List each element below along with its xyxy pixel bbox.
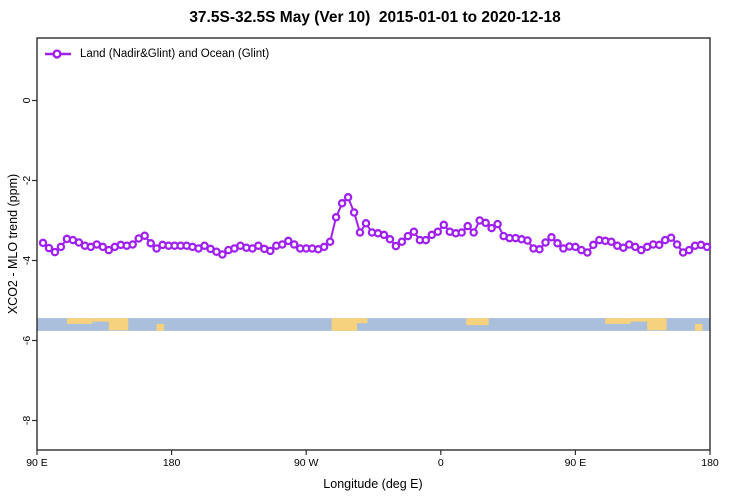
data-point-marker [38,238,48,248]
data-point-marker [439,220,449,230]
land-patch-new-zealand-2 [695,323,703,331]
data-series-line [42,195,708,256]
data-point-marker [630,242,640,252]
x-tick-label: 0 [438,457,444,469]
data-point-marker [583,248,592,257]
y-tick-label: 0 [21,97,33,103]
x-tick-label: 90 E [565,457,587,469]
data-point-marker [56,242,66,252]
data-point-marker [433,227,443,236]
data-point-marker [457,228,466,237]
data-point-marker [493,219,502,229]
data-point-marker [74,238,84,247]
y-tick-label: -8 [21,416,33,425]
data-point-marker [684,245,694,255]
data-series-points [38,193,712,259]
data-point-marker [325,237,335,246]
data-point-marker [361,219,371,228]
data-point-marker [337,199,347,208]
y-axis-ticks: 0 -2 -4 -6 -8 [21,97,37,425]
data-point-marker [397,237,407,246]
data-point-marker [200,241,209,250]
x-tick-label: 180 [163,457,181,469]
data-point-marker [666,233,676,242]
data-point-marker [104,245,114,255]
data-point-marker [535,245,544,254]
data-point-marker [140,231,149,240]
land-patch-south-america [331,318,358,331]
data-point-marker [541,238,550,247]
data-point-marker [702,242,712,252]
data-point-marker [571,242,580,252]
data-point-marker [50,247,60,257]
data-point-marker [547,233,556,242]
legend-line-marker-icon [45,49,71,59]
map-strip [37,318,710,331]
data-point-marker [619,243,628,252]
data-point-marker [319,242,329,252]
data-point-marker [654,240,664,250]
land-patch-new-zealand [156,323,165,331]
data-point-marker [379,230,389,240]
data-point-marker [349,208,359,217]
data-point-marker [403,231,413,241]
data-point-marker [44,243,54,253]
x-axis-ticks: 90 E 180 90 W 0 90 E 180 [26,450,719,469]
data-point-marker [146,239,155,248]
chart-title: 37.5S-32.5S May (Ver 10) 2015-01-01 to 2… [189,9,561,26]
data-point-marker [607,237,616,246]
data-point-marker [266,246,275,256]
land-patch-south-africa [466,318,489,326]
data-point-marker [427,230,437,240]
data-point-marker [289,240,299,249]
land-patch-australia-bight [92,318,111,322]
data-point-marker [218,250,227,259]
data-point-marker [355,228,365,237]
data-point-marker [636,245,646,255]
data-point-marker [487,223,496,233]
data-point-marker [391,241,401,251]
data-point-marker [128,240,137,249]
legend-label: Land (Nadir&Glint) and Ocean (Glint) [80,48,270,60]
data-point-marker [469,228,478,237]
data-point-marker [421,235,431,245]
data-point-marker [331,213,341,222]
data-point-marker [523,236,532,245]
ocean-band [37,318,710,331]
data-point-marker [589,240,598,250]
y-axis-title: XCO2 - MLO trend (ppm) [6,173,20,315]
data-point-marker [409,227,419,236]
land-patch-australia-west-2 [605,318,631,324]
y-tick-label: -2 [21,176,33,185]
land-patch-australia-west [66,318,93,324]
data-point-marker [481,218,490,228]
data-point-marker [672,240,682,249]
y-tick-label: -4 [21,256,33,265]
land-patch-australia-southeast [108,318,129,331]
x-tick-label: 90 W [294,457,319,469]
data-point-marker [343,193,353,202]
land-patch-australia-southeast-2 [647,318,667,331]
legend: Land (Nadir&Glint) and Ocean (Glint) [45,47,269,61]
data-point-marker [254,241,263,250]
data-point-marker [98,242,108,252]
x-tick-label: 180 [701,457,719,469]
x-axis-title: Longitude (deg E) [323,477,423,491]
data-point-marker [284,236,293,246]
y-tick-label: -6 [21,336,33,345]
land-patch-australia-bight-2 [630,318,649,322]
data-point-marker [152,244,161,253]
data-point-marker [463,221,472,231]
land-patch-south-america-east [357,318,368,324]
data-point-marker [385,235,395,244]
x-tick-label: 90 E [26,457,48,469]
data-point-marker [278,240,287,249]
data-point-marker [553,239,562,248]
